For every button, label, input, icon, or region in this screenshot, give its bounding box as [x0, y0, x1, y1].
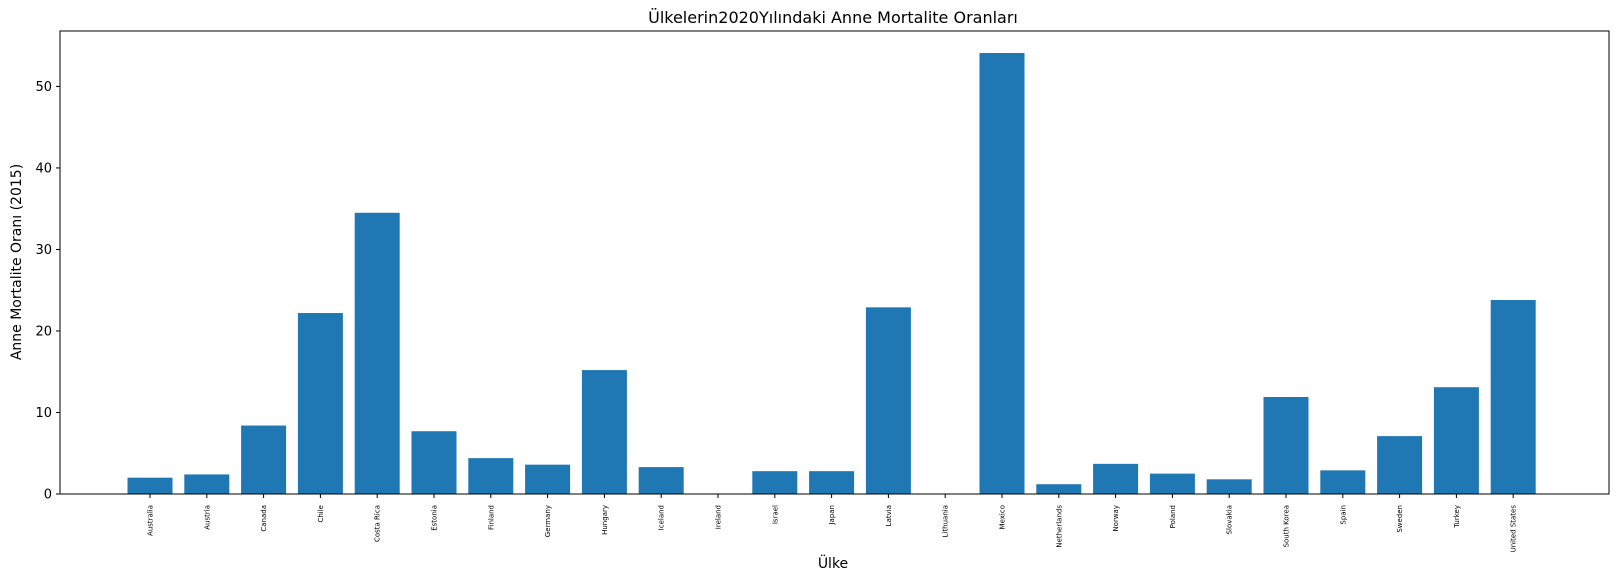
x-tick-label: Germany: [544, 505, 552, 537]
x-tick-label: Poland: [1169, 505, 1177, 528]
x-tick-label: Australia: [147, 505, 155, 536]
y-tick-label: 0: [44, 488, 52, 503]
bar-latvia: [865, 307, 911, 494]
bar-iceland: [638, 467, 684, 494]
x-tick-label: Latvia: [885, 505, 893, 526]
y-tick-label: 50: [35, 80, 52, 95]
bar-slovakia: [1206, 479, 1252, 494]
bar-finland: [468, 458, 514, 494]
bar-norway: [1093, 463, 1139, 494]
x-tick-label: Turkey: [1453, 505, 1461, 529]
bar-germany: [525, 464, 571, 494]
x-tick-label: South Korea: [1283, 505, 1291, 547]
bar-estonia: [411, 431, 457, 494]
bars-group: [127, 53, 1536, 495]
x-tick-label: Estonia: [431, 505, 439, 531]
x-tick-label: United States: [1510, 505, 1518, 553]
bar-chile: [297, 313, 343, 494]
bar-netherlands: [1036, 484, 1082, 494]
x-tick-label: Ireland: [715, 505, 723, 529]
bar-turkey: [1433, 387, 1479, 494]
bar-poland: [1149, 473, 1195, 494]
bar-japan: [809, 471, 855, 494]
x-tick-label: Finland: [487, 505, 495, 530]
x-tick-label: Mexico: [999, 505, 1007, 529]
bar-united-states: [1490, 299, 1536, 494]
x-axis-ticks: Australia Austria Canada Chile Costa Rica Est…: [147, 494, 1518, 552]
y-tick-label: 40: [35, 161, 52, 176]
x-axis-label: Ülke: [818, 554, 848, 572]
bar-israel: [752, 471, 798, 494]
bar-mexico: [979, 53, 1025, 495]
x-tick-label: Sweden: [1396, 505, 1404, 533]
y-tick-label: 30: [35, 243, 52, 258]
x-tick-label: Slovakia: [1226, 505, 1234, 534]
plot-frame: [59, 30, 1610, 495]
bar-sweden: [1377, 436, 1423, 494]
x-tick-label: Chile: [317, 505, 325, 523]
x-tick-label: Canada: [260, 505, 268, 532]
x-tick-label: Spain: [1339, 505, 1347, 525]
bar-canada: [241, 425, 287, 494]
x-tick-label: Hungary: [601, 505, 609, 535]
bar-south-korea: [1263, 396, 1309, 494]
y-axis-ticks: 0 10 20 30 40 50: [35, 80, 60, 503]
chart-title: Ülkelerin2020Yılındaki Anne Mortalite Or…: [648, 8, 1018, 27]
x-tick-label: Austria: [203, 505, 211, 530]
bar-austria: [184, 474, 230, 494]
bar-spain: [1320, 470, 1366, 494]
x-tick-label: Netherlands: [1055, 505, 1063, 548]
bar-costa-rica: [354, 212, 400, 494]
y-tick-label: 10: [35, 406, 52, 421]
y-tick-label: 20: [35, 324, 52, 339]
x-tick-label: Japan: [828, 505, 836, 526]
y-axis-label: Anne Mortalite Oranı (2015): [9, 164, 25, 360]
x-tick-label: Iceland: [658, 505, 666, 530]
bar-australia: [127, 477, 173, 494]
x-tick-label: Costa Rica: [374, 505, 382, 542]
x-tick-label: Israel: [771, 505, 779, 524]
x-tick-label: Norway: [1112, 505, 1120, 532]
x-tick-label: Lithuania: [942, 505, 950, 537]
bar-hungary: [581, 370, 627, 494]
